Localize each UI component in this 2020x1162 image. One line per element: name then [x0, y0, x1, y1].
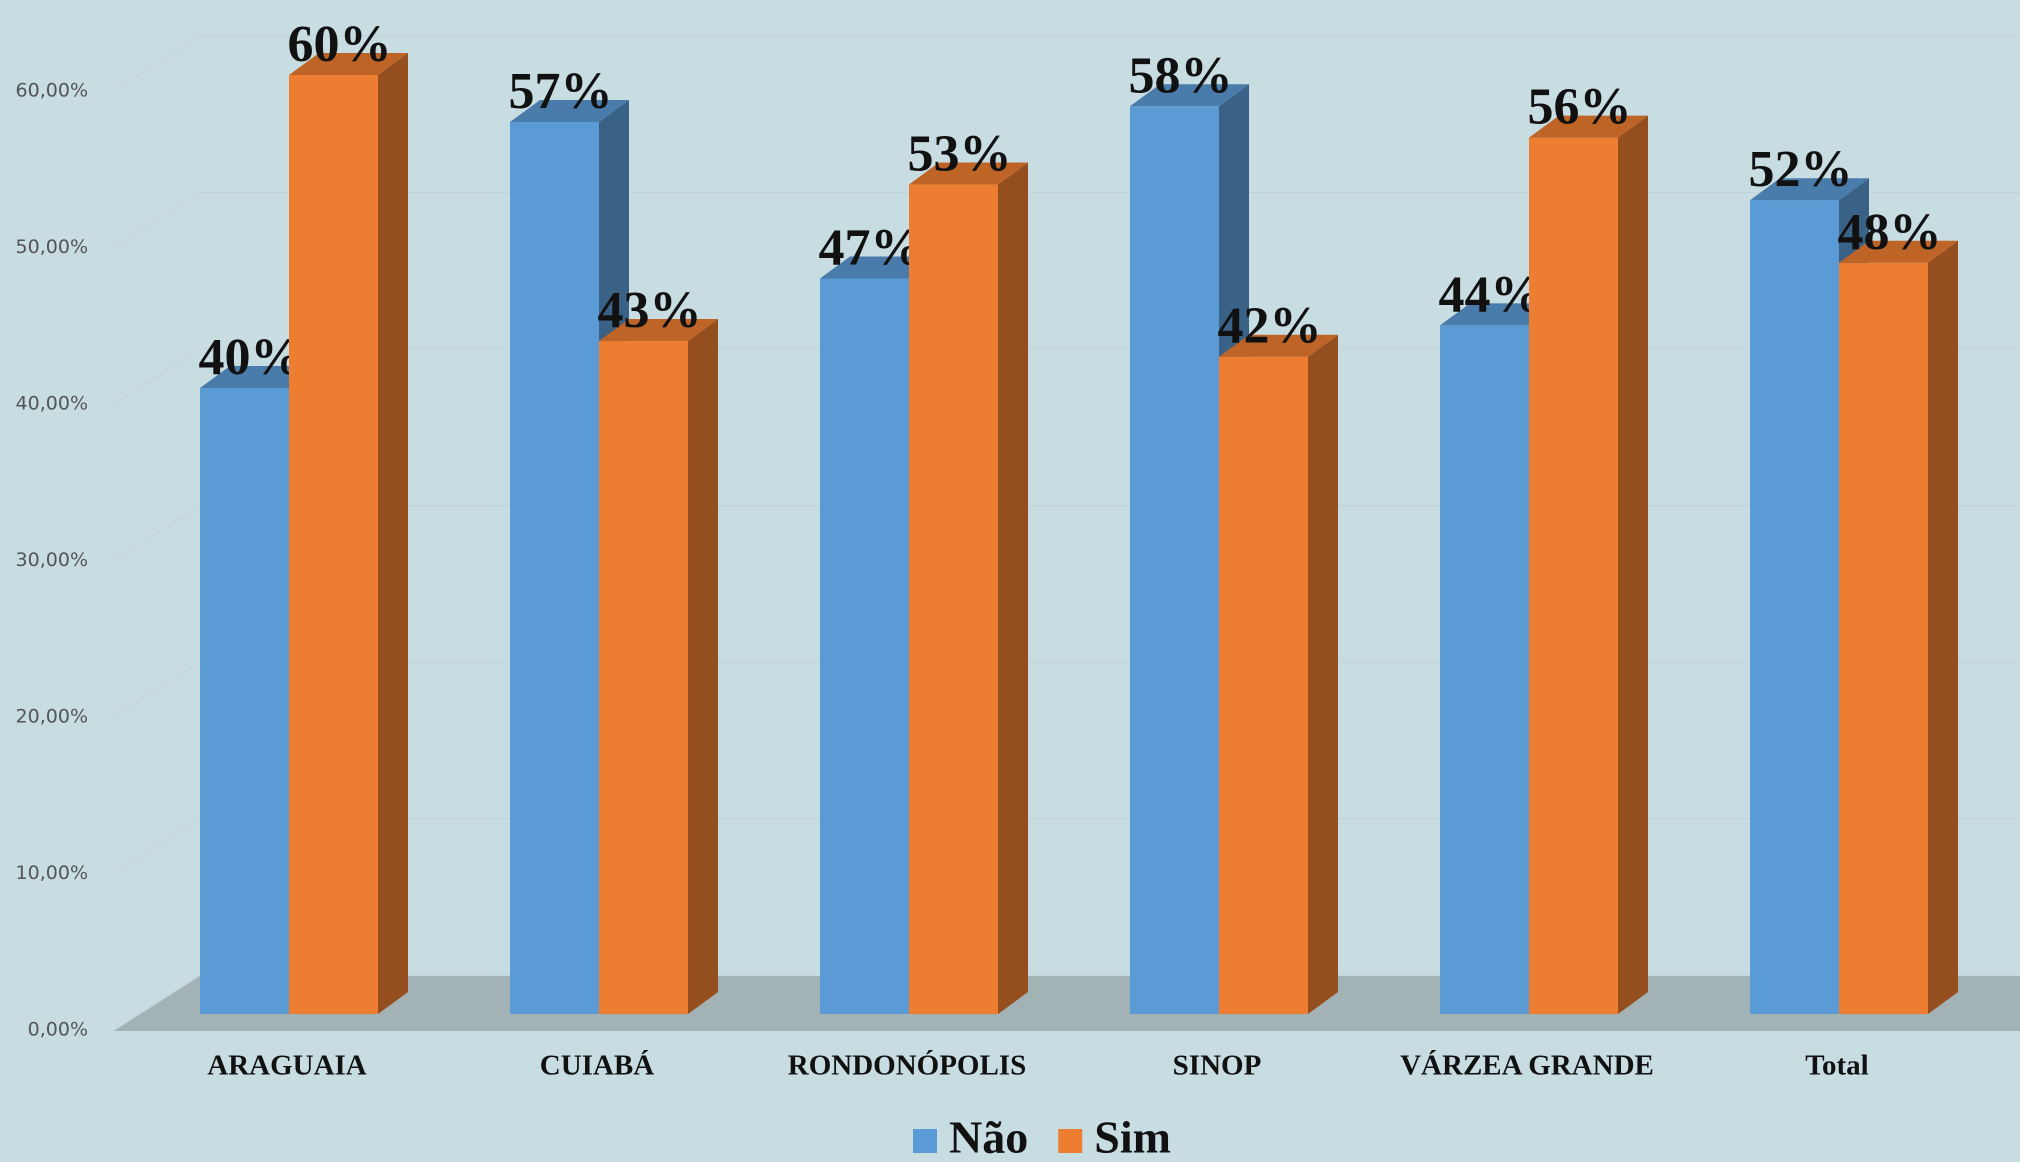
bar-front	[1440, 325, 1529, 1014]
x-tick-label: RONDONÓPOLIS	[788, 1049, 1026, 1082]
bar-top	[909, 162, 1028, 185]
y-tick-label: 60,00%	[16, 80, 88, 102]
value-label: 53%	[908, 126, 1012, 183]
bar-front	[1750, 200, 1839, 1014]
grid-line	[113, 192, 201, 248]
bar-front	[510, 121, 599, 1014]
value-label: 40%	[199, 329, 303, 386]
bar-top	[1219, 334, 1338, 357]
bar-front	[599, 341, 688, 1014]
value-label: 42%	[1218, 298, 1322, 355]
grid-line	[113, 974, 201, 1031]
bar-front	[1219, 356, 1308, 1014]
bar-front	[1839, 262, 1928, 1014]
grid-line	[113, 505, 201, 561]
bar-side	[1928, 240, 1958, 1015]
grid-line	[113, 35, 201, 92]
y-tick-label: 20,00%	[16, 706, 88, 728]
value-label: 58%	[1129, 47, 1233, 104]
y-tick-label: 30,00%	[16, 549, 88, 571]
value-label: 48%	[1838, 204, 1942, 261]
y-tick-label: 10,00%	[16, 862, 88, 884]
x-tick-label: ARAGUAIA	[207, 1050, 367, 1082]
value-label: 56%	[1528, 79, 1632, 136]
value-label: 57%	[509, 63, 613, 120]
legend-swatch	[913, 1129, 937, 1153]
bar-side	[1308, 334, 1338, 1014]
x-tick-label: SINOP	[1173, 1050, 1262, 1082]
bar-front	[200, 388, 289, 1014]
bar-top	[1750, 178, 1869, 201]
bar-top	[1529, 115, 1648, 138]
y-tick-label: 0,00%	[28, 1019, 88, 1041]
value-label: 60%	[288, 16, 392, 73]
value-label: 44%	[1439, 266, 1543, 323]
x-tick-label: Total	[1805, 1050, 1868, 1082]
value-label: 43%	[598, 282, 702, 339]
x-tick-label: VÁRZEA GRANDE	[1400, 1049, 1654, 1082]
x-tick-label: CUIABÁ	[540, 1049, 654, 1082]
bar-front	[289, 75, 378, 1014]
bar-side	[998, 162, 1028, 1015]
legend-label: Sim	[1094, 1112, 1171, 1162]
bar-side	[688, 319, 718, 1014]
bar-top	[1130, 84, 1249, 107]
bar-front	[1529, 137, 1618, 1015]
legend-label: Não	[949, 1112, 1028, 1162]
y-tick-label: 40,00%	[16, 393, 88, 415]
bar-side	[1618, 115, 1648, 1015]
value-label: 47%	[819, 219, 923, 276]
bar-top	[1839, 240, 1958, 263]
value-label: 52%	[1749, 141, 1853, 198]
y-tick-label: 50,00%	[16, 236, 88, 258]
bar-front	[1130, 106, 1219, 1015]
grid-line	[113, 348, 201, 405]
legend-swatch	[1058, 1129, 1083, 1153]
bar-top	[289, 53, 408, 75]
bar-front	[909, 184, 998, 1015]
bar-side	[378, 53, 408, 1014]
grid-line	[113, 661, 201, 718]
bar-front	[820, 278, 909, 1014]
bar-top	[510, 99, 629, 122]
bar-top	[599, 319, 718, 342]
grid-line	[113, 818, 201, 874]
